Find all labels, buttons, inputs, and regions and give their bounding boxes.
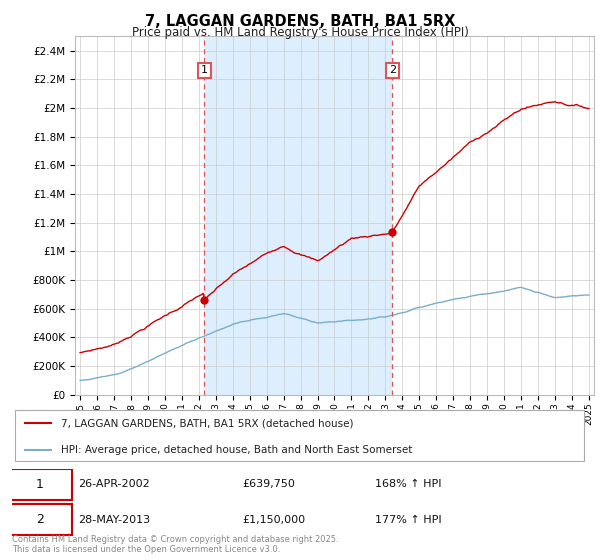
Text: 7, LAGGAN GARDENS, BATH, BA1 5RX (detached house): 7, LAGGAN GARDENS, BATH, BA1 5RX (detach… — [61, 418, 353, 428]
Text: 1: 1 — [201, 66, 208, 76]
Bar — [204, 36, 392, 395]
FancyBboxPatch shape — [6, 469, 73, 500]
FancyBboxPatch shape — [15, 410, 584, 461]
Text: 7, LAGGAN GARDENS, BATH, BA1 5RX: 7, LAGGAN GARDENS, BATH, BA1 5RX — [145, 14, 455, 29]
Text: HPI: Average price, detached house, Bath and North East Somerset: HPI: Average price, detached house, Bath… — [61, 445, 412, 455]
Text: 168% ↑ HPI: 168% ↑ HPI — [375, 479, 442, 489]
FancyBboxPatch shape — [6, 505, 73, 535]
Text: 2: 2 — [389, 66, 396, 76]
Text: 177% ↑ HPI: 177% ↑ HPI — [375, 515, 442, 525]
Text: 1: 1 — [36, 478, 44, 491]
Text: 28-MAY-2013: 28-MAY-2013 — [78, 515, 151, 525]
Text: Contains HM Land Registry data © Crown copyright and database right 2025.
This d: Contains HM Land Registry data © Crown c… — [12, 535, 338, 554]
Text: Price paid vs. HM Land Registry's House Price Index (HPI): Price paid vs. HM Land Registry's House … — [131, 26, 469, 39]
Text: £1,150,000: £1,150,000 — [242, 515, 305, 525]
Text: £639,750: £639,750 — [242, 479, 295, 489]
Text: 26-APR-2002: 26-APR-2002 — [78, 479, 150, 489]
Text: 2: 2 — [36, 514, 44, 526]
